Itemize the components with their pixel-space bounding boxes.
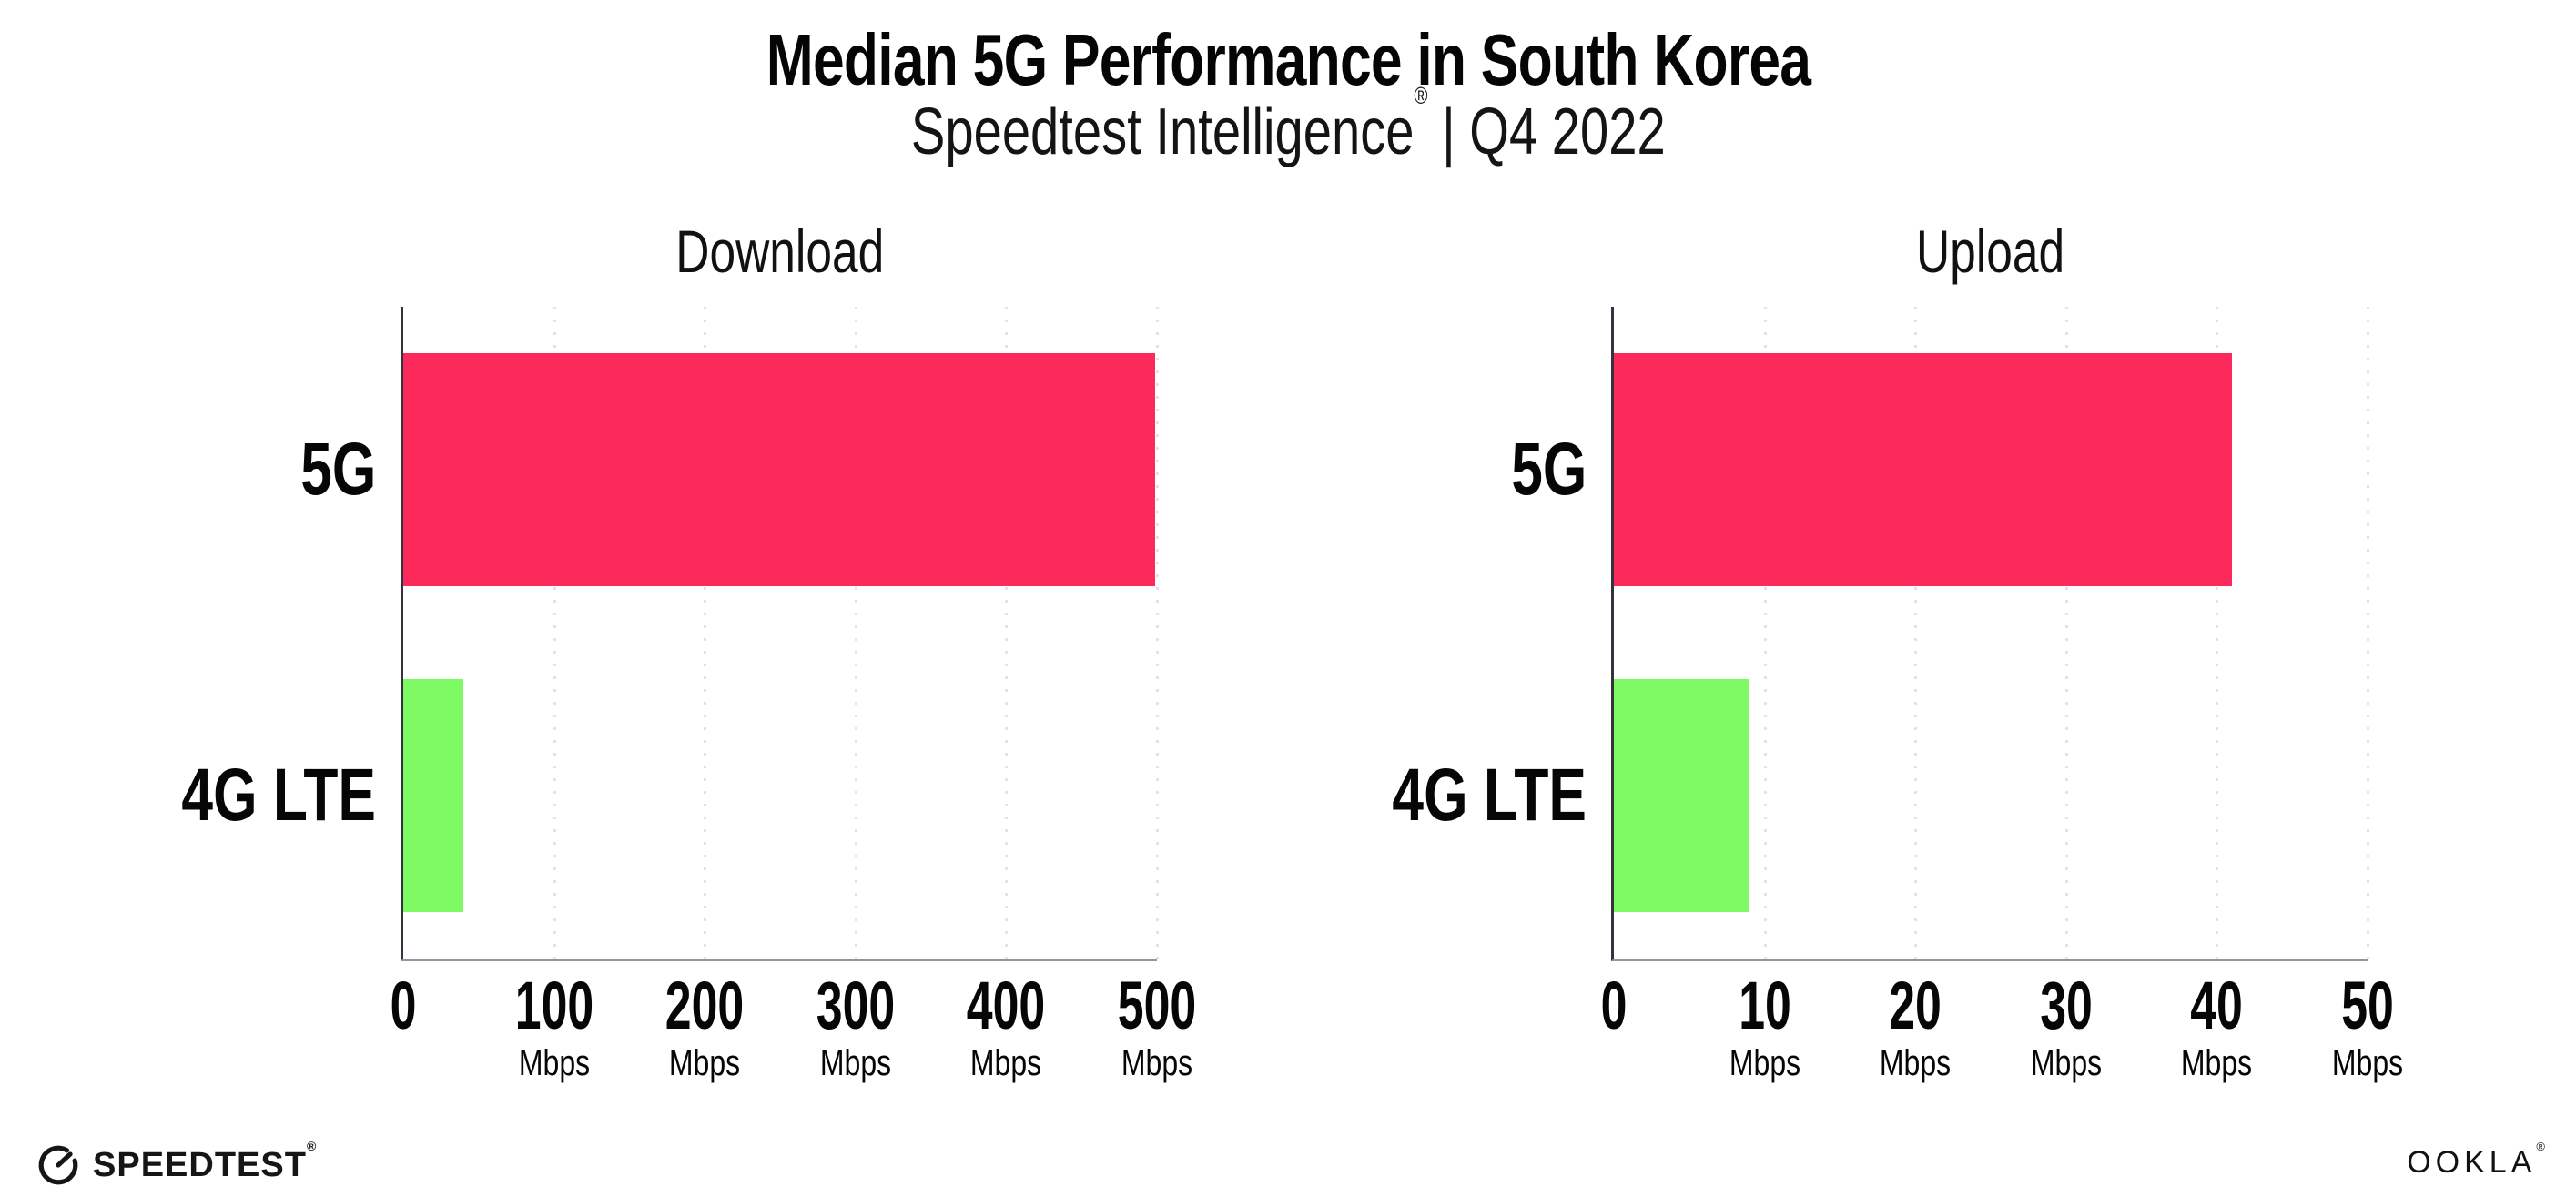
bar-5g: [1614, 353, 2232, 586]
speedtest-wordmark: SPEEDTEST®: [93, 1138, 318, 1184]
gridline-50: [2367, 307, 2369, 959]
bar-5g: [403, 353, 1156, 586]
x-tick-label-10: 10: [1738, 968, 1791, 1043]
page-title: Median 5G Performance in South Korea: [766, 19, 1810, 100]
category-label-5g: 5G: [299, 428, 376, 511]
gridline-400: [1005, 307, 1009, 959]
bar-4g-lte: [1614, 679, 1750, 912]
registered-mark: ®: [1414, 82, 1428, 109]
x-tick-unit-100: Mbps: [518, 1043, 590, 1083]
gridline-10: [1763, 307, 1767, 959]
x-tick-unit-400: Mbps: [970, 1043, 1042, 1083]
x-tick-label-0: 0: [1600, 968, 1628, 1043]
x-tick-label-100: 100: [514, 968, 593, 1043]
x-tick-label-500: 500: [1117, 968, 1197, 1043]
subtitle-period: Q4 2022: [1468, 96, 1666, 168]
x-tick-unit-50: Mbps: [2331, 1043, 2404, 1083]
gridline-200: [704, 307, 707, 959]
x-tick-label-30: 30: [2039, 968, 2093, 1043]
x-tick-label-40: 40: [2190, 968, 2244, 1043]
x-tick-unit-500: Mbps: [1121, 1043, 1193, 1083]
ookla-logo: OOKLA®: [2407, 1139, 2545, 1181]
category-label-5g: 5G: [1510, 428, 1587, 511]
x-tick-label-0: 0: [390, 968, 417, 1043]
gridline-300: [854, 307, 857, 959]
subtitle-brand: Speedtest Intelligence: [910, 96, 1415, 168]
gridline-500: [1156, 307, 1159, 959]
x-tick-label-50: 50: [2341, 968, 2394, 1043]
x-tick-label-20: 20: [1889, 968, 1942, 1043]
page-subtitle: Speedtest Intelligence® | Q4 2022: [0, 82, 2576, 169]
x-tick-label-400: 400: [967, 968, 1046, 1043]
gridline-30: [2064, 307, 2068, 959]
plot-area-download: [401, 307, 1159, 961]
ookla-wordmark: OOKLA®: [2407, 1139, 2545, 1180]
x-tick-unit-40: Mbps: [2181, 1043, 2253, 1083]
x-tick-unit-20: Mbps: [1880, 1043, 1952, 1083]
category-label-4g-lte: 4G LTE: [1392, 754, 1587, 837]
subtitle-separator: |: [1427, 96, 1469, 168]
speedtest-logo: SPEEDTEST®: [36, 1138, 318, 1187]
x-tick-unit-200: Mbps: [669, 1043, 741, 1083]
x-tick-unit-300: Mbps: [819, 1043, 891, 1083]
speedtest-gauge-icon: [38, 1145, 78, 1185]
gridline-100: [553, 307, 556, 959]
x-tick-label-300: 300: [816, 968, 896, 1043]
x-tick-label-200: 200: [664, 968, 745, 1043]
bar-4g-lte: [403, 679, 464, 912]
chart-title-upload: Upload: [1916, 218, 2065, 285]
category-label-4g-lte: 4G LTE: [181, 754, 376, 837]
gridline-40: [2216, 307, 2219, 959]
chart-title-download: Download: [675, 218, 885, 285]
plot-area-upload: [1611, 307, 2369, 961]
x-tick-unit-10: Mbps: [1729, 1043, 1800, 1083]
gridline-20: [1914, 307, 1918, 959]
x-tick-unit-30: Mbps: [2030, 1043, 2102, 1083]
